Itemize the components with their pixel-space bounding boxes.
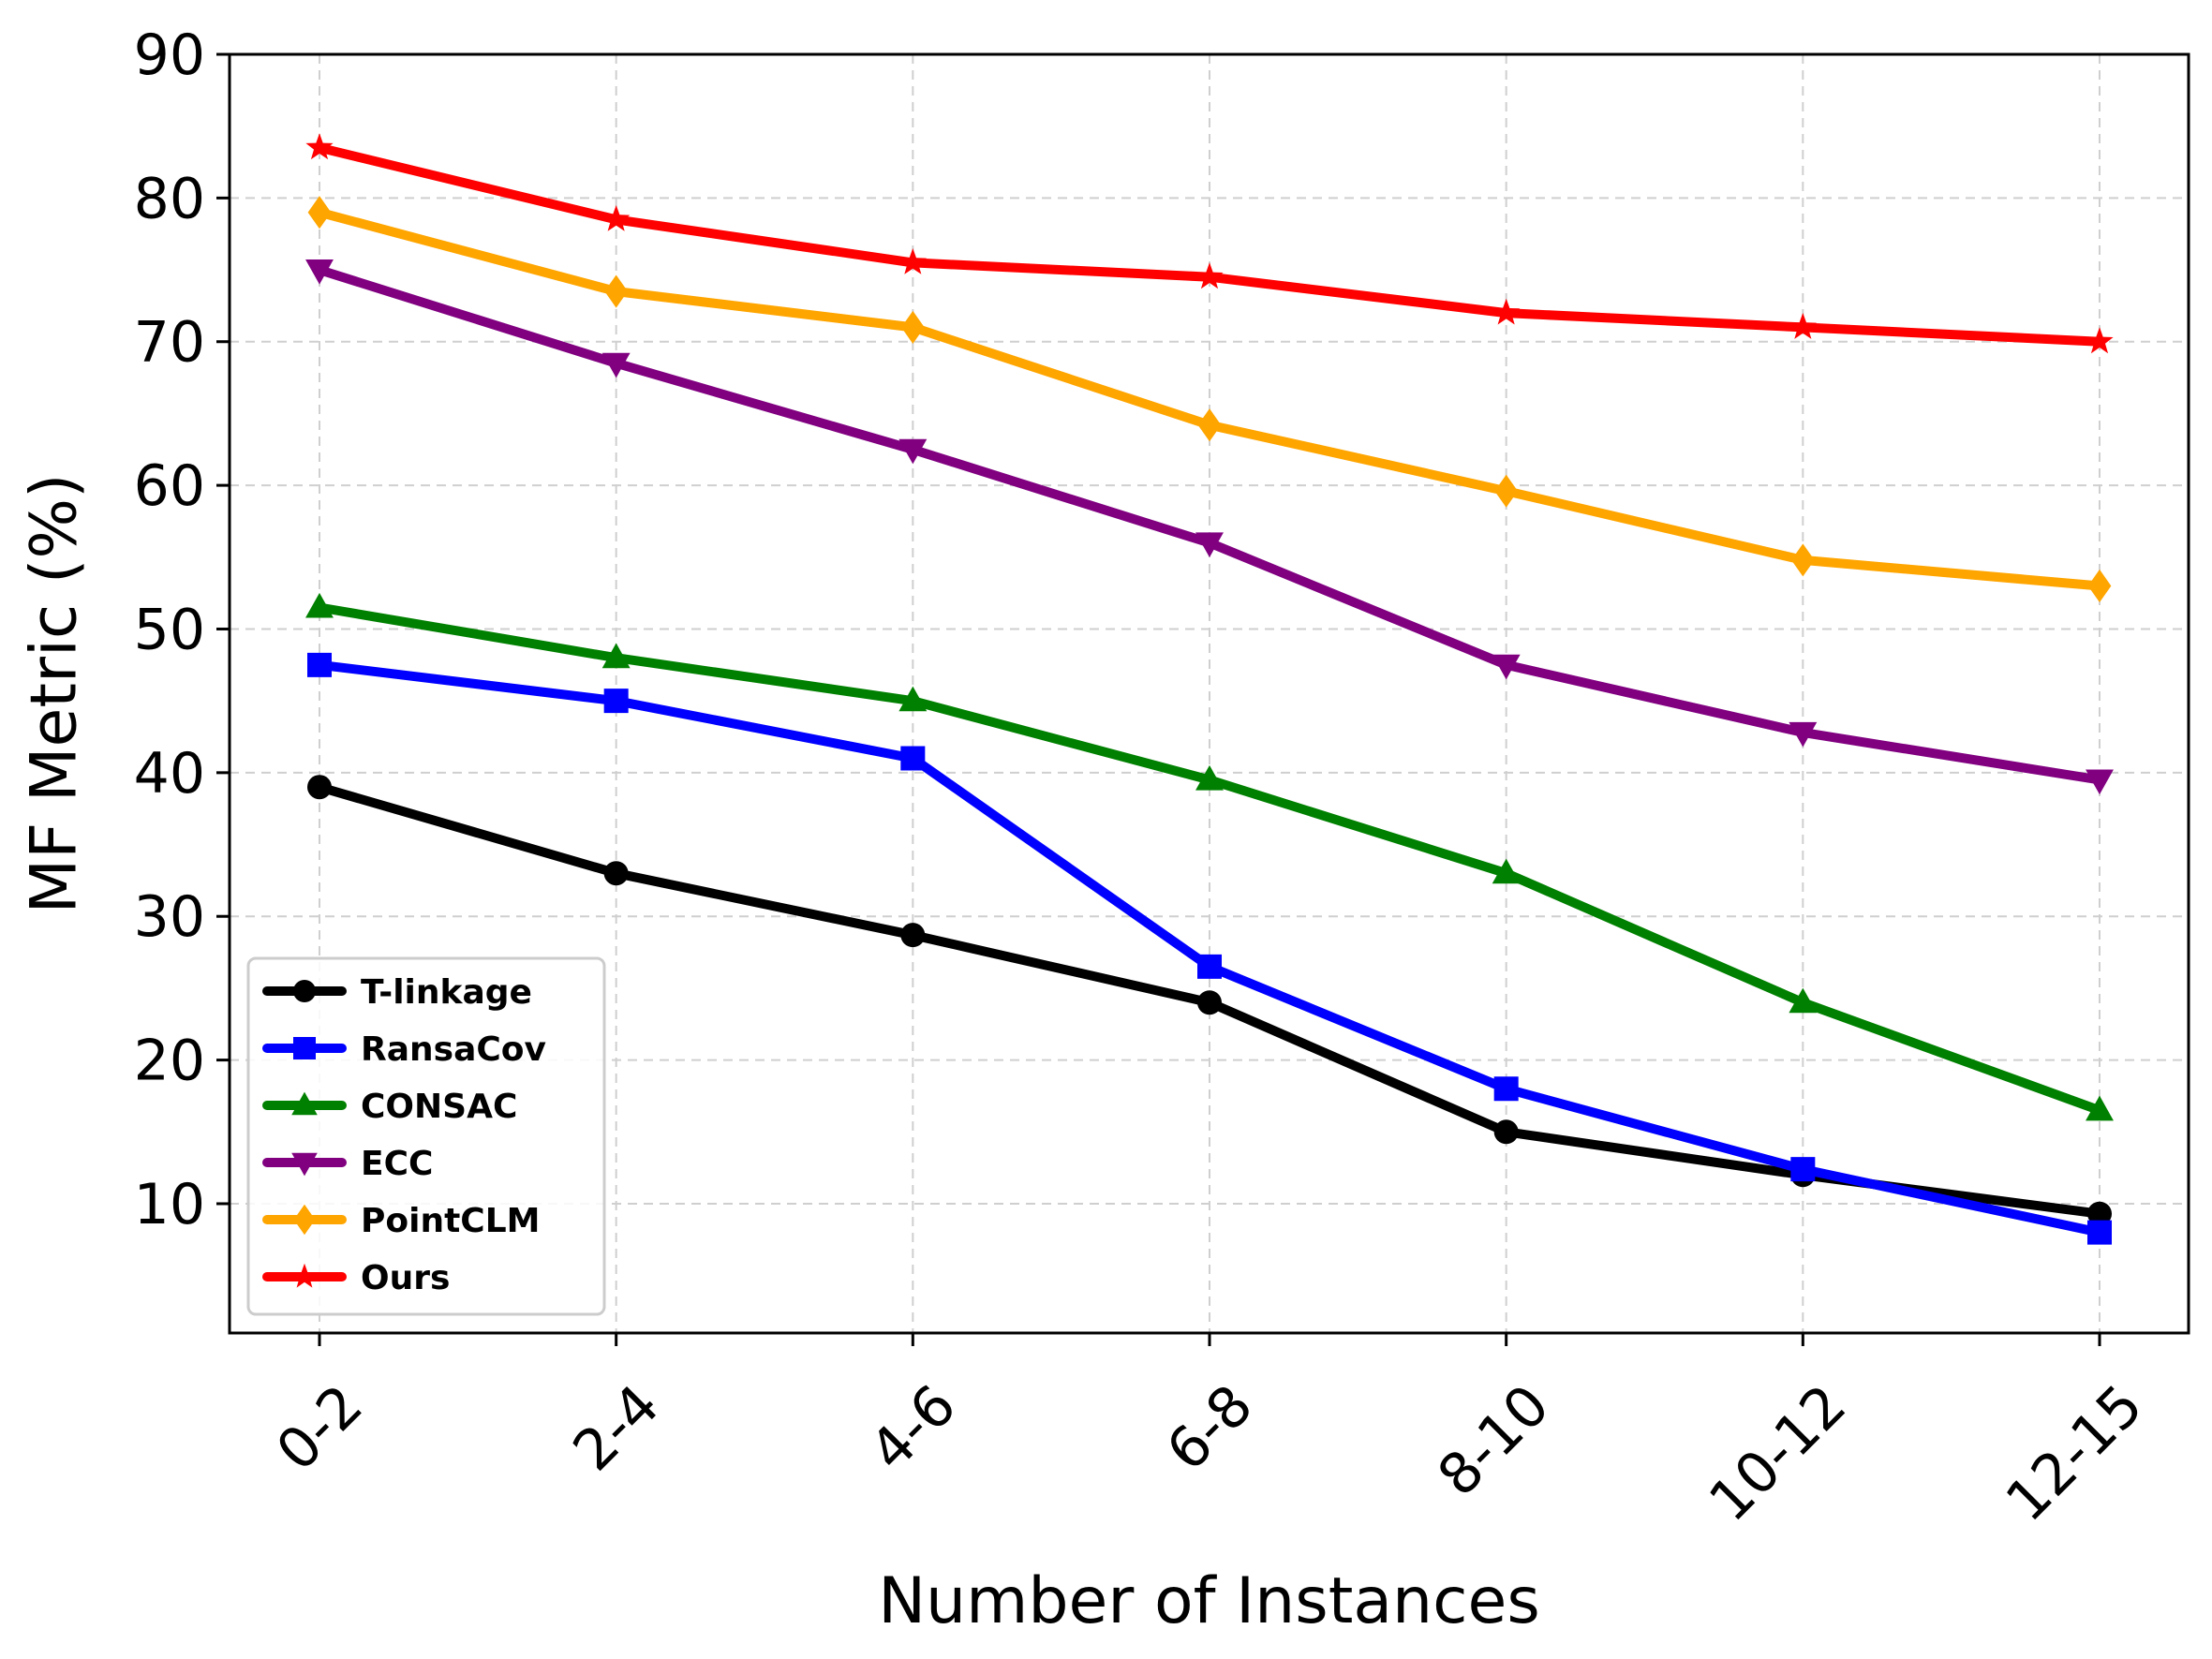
data-point-t-linkage (307, 775, 332, 800)
data-point-ransacov (1197, 954, 1222, 979)
y-tick-label: 90 (134, 22, 205, 88)
data-point-ours (1492, 298, 1521, 325)
legend: T-linkage RansaCov CONSAC ECC PointCLM Ours (246, 956, 606, 1316)
data-point-consac (1492, 858, 1521, 884)
data-point-ransacov (2087, 1220, 2112, 1245)
data-point-t-linkage (900, 923, 926, 948)
y-tick-label: 80 (134, 166, 205, 231)
data-point-t-linkage (603, 861, 629, 886)
legend-label-t-linkage: T-linkage (361, 973, 532, 1012)
legend-label-ransacov: RansaCov (361, 1030, 546, 1069)
data-point-ours (305, 133, 334, 160)
data-point-pointclm (1790, 543, 1815, 577)
data-point-pointclm (1197, 408, 1222, 442)
data-point-consac (601, 643, 631, 669)
data-point-pointclm (307, 196, 332, 230)
data-point-consac (898, 686, 928, 712)
legend-label-consac: CONSAC (361, 1088, 517, 1126)
legend-item-consac: CONSAC (262, 1088, 517, 1126)
legend-item-ours: Ours (262, 1259, 450, 1297)
data-point-ecc (1492, 654, 1521, 680)
y-tick-label: 70 (134, 310, 205, 376)
data-point-t-linkage (1197, 990, 1222, 1015)
data-point-ours (1789, 313, 1817, 339)
y-tick-label: 50 (134, 597, 205, 662)
legend-marker-ours (291, 1263, 318, 1288)
legend-label-ecc: ECC (361, 1145, 433, 1183)
legend-marker-consac (291, 1091, 318, 1116)
series-consac (305, 592, 2114, 1121)
data-point-consac (305, 592, 334, 618)
data-point-ecc (305, 259, 334, 285)
y-tick-label: 30 (134, 884, 205, 950)
series-ecc (305, 259, 2114, 795)
y-tick-label: 60 (134, 453, 205, 519)
data-point-pointclm (1494, 474, 1519, 508)
data-point-consac (1789, 987, 1818, 1014)
data-point-pointclm (604, 274, 629, 308)
data-point-ours (602, 205, 631, 231)
y-tick-label: 40 (134, 741, 205, 807)
data-point-ours (2086, 327, 2114, 354)
legend-marker-pointclm (293, 1204, 316, 1236)
y-tick-label: 10 (134, 1172, 205, 1237)
x-axis-title: Number of Instances (878, 1564, 1540, 1638)
data-point-ecc (898, 438, 928, 465)
legend-item-ecc: ECC (262, 1145, 433, 1183)
y-axis-title: MF Metric (%) (18, 473, 92, 913)
data-point-pointclm (900, 310, 925, 344)
data-point-t-linkage (2087, 1201, 2112, 1226)
series-pointclm (307, 196, 2112, 603)
series-ours (305, 133, 2114, 354)
data-point-consac (2086, 1095, 2114, 1121)
data-point-pointclm (2087, 569, 2112, 603)
data-point-ransacov (900, 746, 926, 771)
legend-marker-t-linkage (293, 980, 316, 1002)
legend-marker-ransacov (293, 1037, 316, 1059)
data-point-ecc (2086, 769, 2114, 795)
data-point-ransacov (1790, 1157, 1816, 1182)
series-layer (305, 133, 2114, 1245)
data-point-ransacov (307, 652, 332, 677)
data-point-ecc (1195, 532, 1224, 558)
series-ransacov (307, 652, 2112, 1245)
data-point-ours (1195, 262, 1224, 289)
legend-item-ransacov: RansaCov (262, 1030, 546, 1069)
data-point-consac (1195, 764, 1224, 791)
data-point-ransacov (603, 689, 629, 714)
legend-label-pointclm: PointCLM (361, 1202, 540, 1240)
legend-item-pointclm: PointCLM (262, 1202, 540, 1240)
legend-marker-ecc (291, 1152, 318, 1177)
legend-item-t-linkage: T-linkage (262, 973, 532, 1012)
y-tick-label: 20 (134, 1029, 205, 1094)
data-point-ransacov (1493, 1076, 1519, 1102)
data-point-ours (898, 248, 927, 274)
data-point-t-linkage (1493, 1119, 1519, 1145)
data-point-ecc (1789, 721, 1818, 748)
data-point-ecc (601, 352, 631, 378)
legend-label-ours: Ours (361, 1259, 450, 1297)
